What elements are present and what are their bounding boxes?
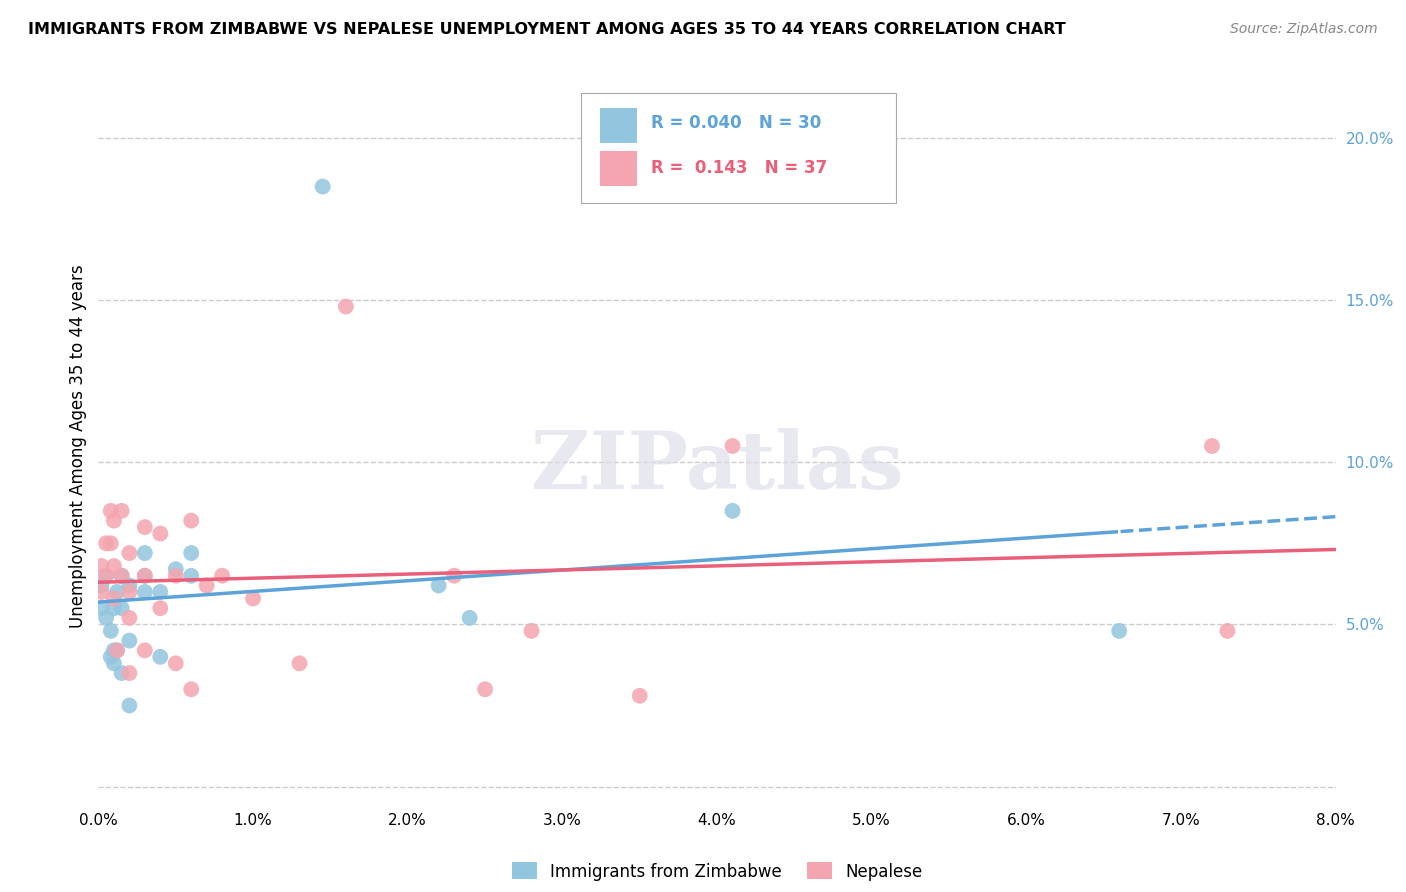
Point [105, 643, 128, 657]
Point [111, 601, 134, 615]
FancyBboxPatch shape [599, 152, 637, 186]
Point [520, 624, 543, 638]
Point [165, 568, 187, 582]
Point [118, 585, 141, 599]
Y-axis label: Unemployment Among Ages 35 to 44 years: Unemployment Among Ages 35 to 44 years [69, 264, 87, 628]
Point [90, 601, 112, 615]
Point [96, 611, 118, 625]
Point [111, 666, 134, 681]
Point [134, 546, 156, 560]
Point [103, 601, 125, 615]
Point [111, 504, 134, 518]
Point [100, 504, 122, 518]
Point [149, 526, 172, 541]
Text: Source: ZipAtlas.com: Source: ZipAtlas.com [1230, 22, 1378, 37]
Point [118, 698, 141, 713]
Point [100, 649, 122, 664]
Point [180, 682, 202, 697]
Legend: Immigrants from Zimbabwe, Nepalese: Immigrants from Zimbabwe, Nepalese [505, 855, 929, 888]
Point [180, 568, 202, 582]
Point [180, 546, 202, 560]
Point [103, 514, 125, 528]
Point [105, 643, 128, 657]
Point [1216, 624, 1239, 638]
Point [96, 568, 118, 582]
Text: ZIPatlas: ZIPatlas [531, 428, 903, 507]
Point [118, 666, 141, 681]
Point [103, 591, 125, 606]
Point [118, 546, 141, 560]
Point [118, 578, 141, 592]
Point [90, 585, 112, 599]
Point [103, 559, 125, 574]
Point [111, 568, 134, 582]
Point [103, 643, 125, 657]
Point [288, 657, 311, 671]
Point [149, 649, 172, 664]
Point [96, 536, 118, 550]
Point [165, 562, 187, 576]
Point [118, 633, 141, 648]
Point [628, 689, 651, 703]
Point [100, 624, 122, 638]
Point [312, 179, 335, 194]
Point [118, 611, 141, 625]
Point [180, 514, 202, 528]
Point [335, 300, 357, 314]
Point [90, 559, 112, 574]
Point [103, 657, 125, 671]
Point [721, 439, 744, 453]
Point [165, 657, 187, 671]
Point [721, 504, 744, 518]
FancyBboxPatch shape [599, 109, 637, 143]
Point [149, 601, 172, 615]
Point [1201, 439, 1223, 453]
Point [427, 578, 450, 592]
Point [211, 568, 233, 582]
Point [90, 578, 112, 592]
Point [96, 568, 118, 582]
Point [100, 536, 122, 550]
Text: R = 0.040   N = 30: R = 0.040 N = 30 [651, 114, 821, 132]
Point [134, 520, 156, 534]
Point [134, 568, 156, 582]
Point [149, 585, 172, 599]
Point [1108, 624, 1130, 638]
Text: IMMIGRANTS FROM ZIMBABWE VS NEPALESE UNEMPLOYMENT AMONG AGES 35 TO 44 YEARS CORR: IMMIGRANTS FROM ZIMBABWE VS NEPALESE UNE… [28, 22, 1066, 37]
Point [134, 585, 156, 599]
Point [134, 643, 156, 657]
FancyBboxPatch shape [581, 93, 897, 203]
Point [134, 568, 156, 582]
Point [458, 611, 481, 625]
Point [242, 591, 264, 606]
Text: R =  0.143   N = 37: R = 0.143 N = 37 [651, 159, 828, 177]
Point [105, 585, 128, 599]
Point [195, 578, 218, 592]
Point [111, 568, 134, 582]
Point [474, 682, 496, 697]
Point [443, 568, 465, 582]
